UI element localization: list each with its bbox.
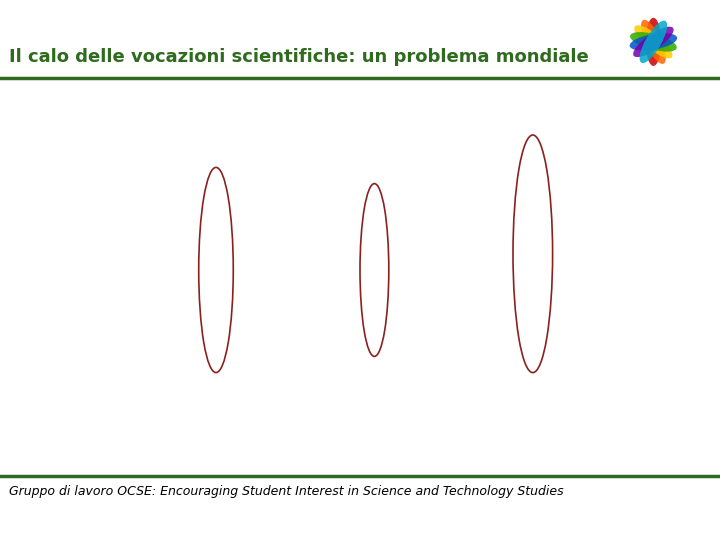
Ellipse shape	[633, 26, 674, 57]
Text: Il calo delle vocazioni scientifiche: un problema mondiale: Il calo delle vocazioni scientifiche: un…	[9, 48, 589, 66]
Ellipse shape	[634, 25, 672, 58]
Ellipse shape	[630, 32, 677, 52]
Ellipse shape	[629, 33, 678, 51]
Ellipse shape	[646, 18, 661, 66]
Ellipse shape	[641, 20, 666, 64]
Ellipse shape	[639, 21, 667, 63]
Text: Gruppo di lavoro OCSE: Encouraging Student Interest in Science and Technology St: Gruppo di lavoro OCSE: Encouraging Stude…	[9, 485, 564, 498]
